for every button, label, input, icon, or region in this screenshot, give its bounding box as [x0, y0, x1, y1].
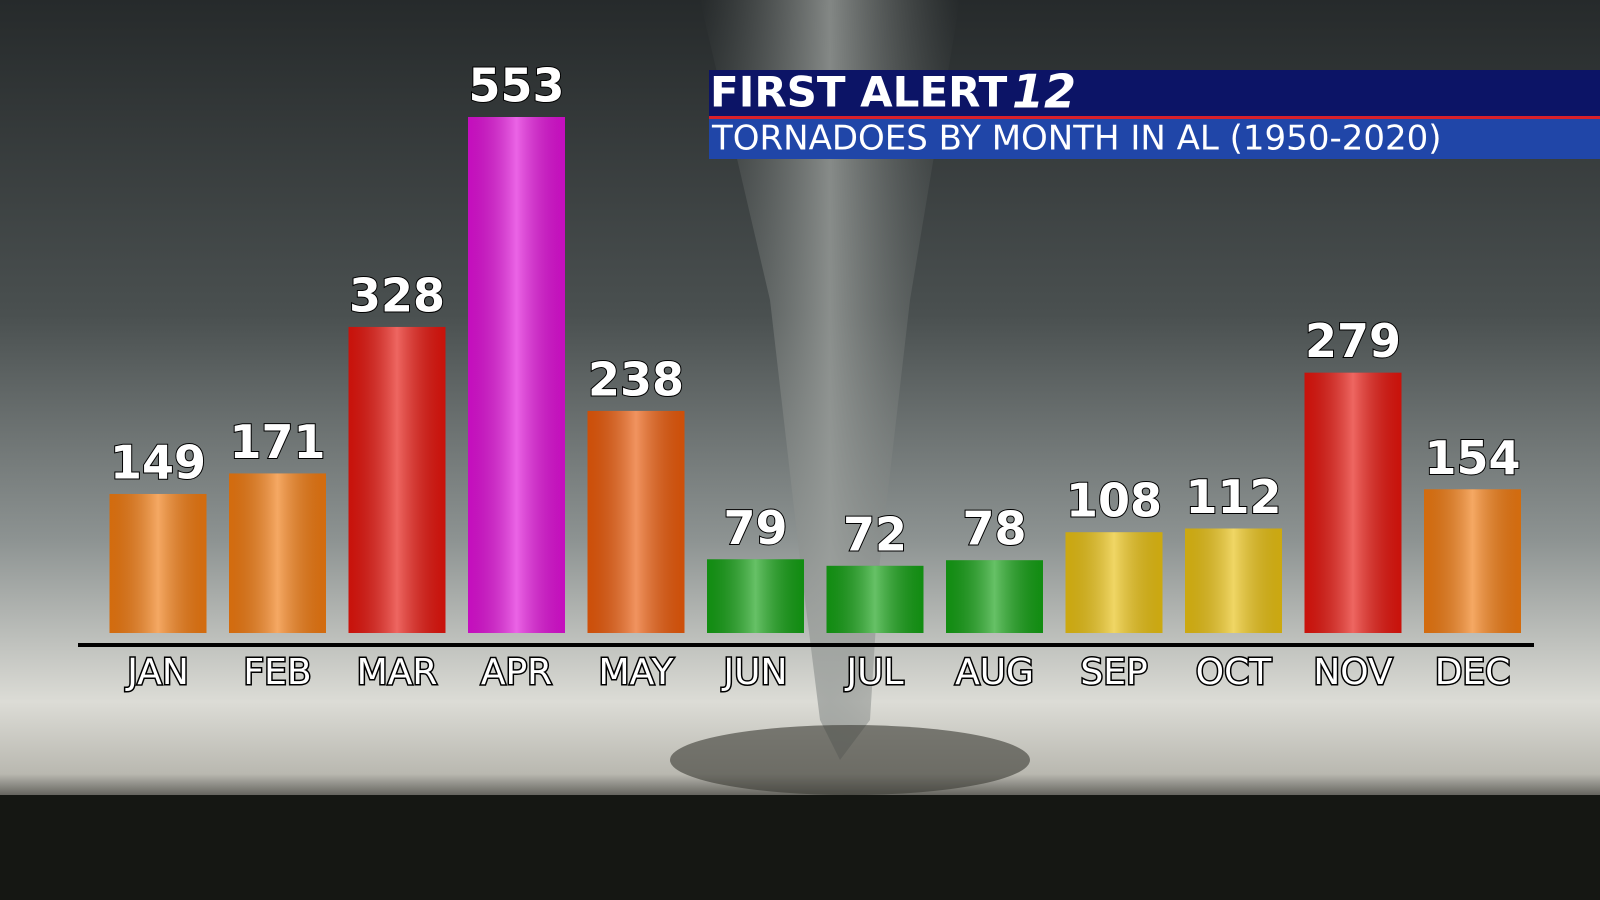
x-tick-label: JUL [844, 652, 903, 693]
x-tick-label: FEB [243, 652, 311, 693]
value-label: 78 [962, 502, 1026, 556]
subtitle-bar [709, 119, 1600, 159]
tornado-funnel [700, 0, 960, 760]
bar-shine [1304, 372, 1402, 633]
bar-shine [587, 410, 685, 633]
ground [0, 795, 1600, 900]
header-rule [709, 116, 1600, 119]
x-tick-label: JAN [125, 652, 189, 693]
x-tick-label: DEC [1435, 652, 1511, 693]
x-tick-label: JUN [722, 652, 788, 693]
debris-cloud [670, 725, 1030, 795]
value-label: 79 [723, 501, 787, 555]
value-label: 279 [1305, 314, 1401, 368]
bar-shine [946, 560, 1043, 633]
logo-number: 12 [1012, 65, 1076, 119]
x-tick-label: SEP [1080, 652, 1147, 693]
logo-text: FIRST ALERT [710, 68, 1008, 117]
value-label: 72 [843, 507, 907, 561]
value-label: 553 [468, 59, 564, 113]
bar-shine [826, 565, 924, 633]
bar-shine [1185, 528, 1282, 633]
value-label: 171 [229, 415, 325, 469]
value-label: 112 [1185, 470, 1281, 524]
bar-shine [707, 559, 804, 633]
x-tick-label: MAY [599, 652, 675, 693]
x-tick-label: OCT [1196, 652, 1272, 693]
bar-shine [348, 326, 446, 633]
value-label: 238 [588, 352, 684, 406]
bar-shine [468, 117, 565, 633]
header-bar [709, 70, 1600, 116]
value-label: 108 [1066, 474, 1162, 528]
x-tick-label: MAR [357, 652, 438, 693]
value-label: 154 [1424, 431, 1520, 485]
bar-shine [229, 473, 326, 633]
bar-shine [1424, 489, 1521, 633]
chart-title: TORNADOES BY MONTH IN AL (1950-2020) [711, 119, 1442, 159]
x-tick-label: AUG [955, 652, 1034, 693]
value-label: 149 [110, 435, 206, 489]
x-tick-label: APR [481, 652, 552, 693]
bar-shine [1065, 532, 1163, 633]
x-tick-label: NOV [1313, 652, 1393, 693]
bar-shine [109, 493, 207, 633]
value-label: 328 [349, 268, 445, 322]
